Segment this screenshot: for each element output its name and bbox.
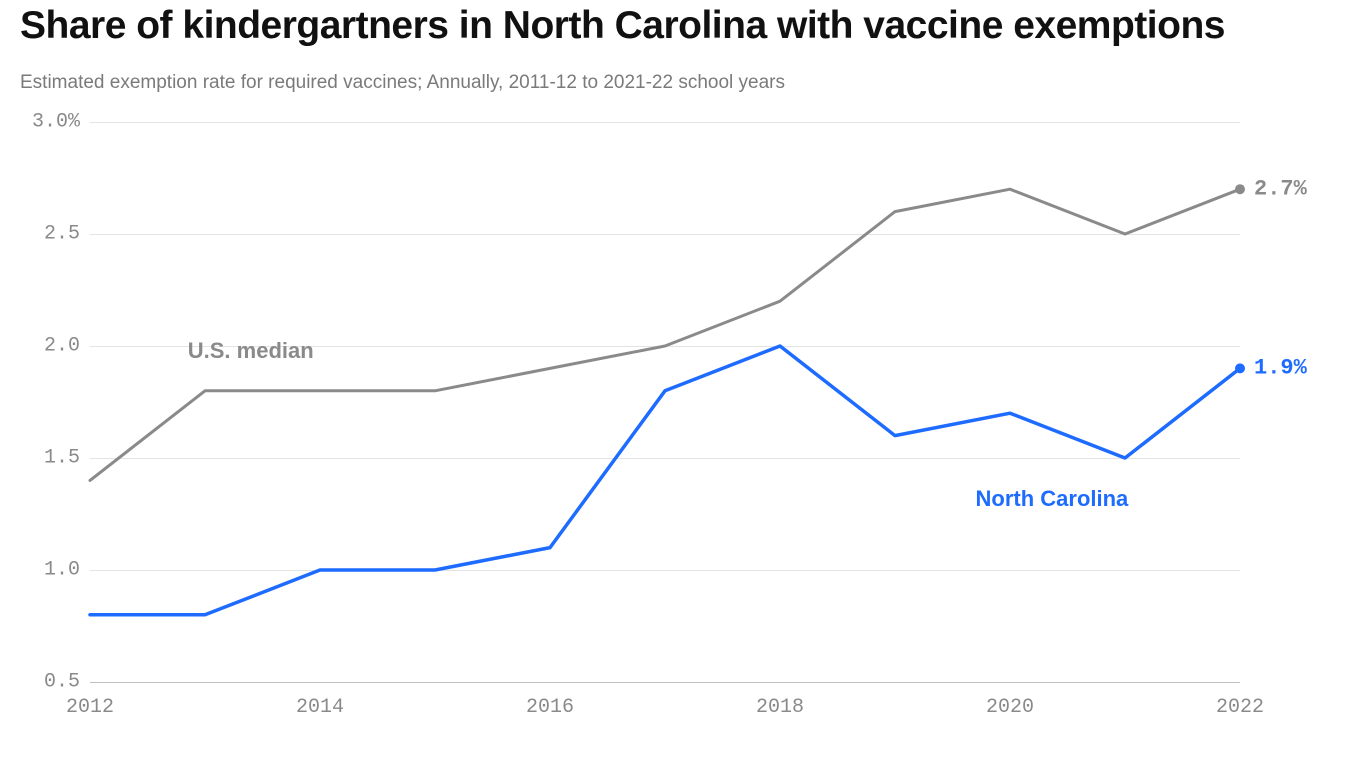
series-end-label: 2.7%	[1254, 177, 1307, 202]
chart-title: Share of kindergartners in North Carolin…	[20, 4, 1346, 48]
series-label: U.S. median	[188, 338, 314, 364]
plot-svg	[20, 112, 1360, 742]
chart-subtitle: Estimated exemption rate for required va…	[20, 72, 1346, 94]
series-label: North Carolina	[976, 486, 1129, 512]
series-end-marker-1	[1235, 363, 1245, 373]
series-line-1	[90, 346, 1240, 615]
line-chart: 0.51.01.52.02.53.0%201220142016201820202…	[20, 112, 1346, 732]
series-end-label: 1.9%	[1254, 356, 1307, 381]
series-end-marker-0	[1235, 184, 1245, 194]
